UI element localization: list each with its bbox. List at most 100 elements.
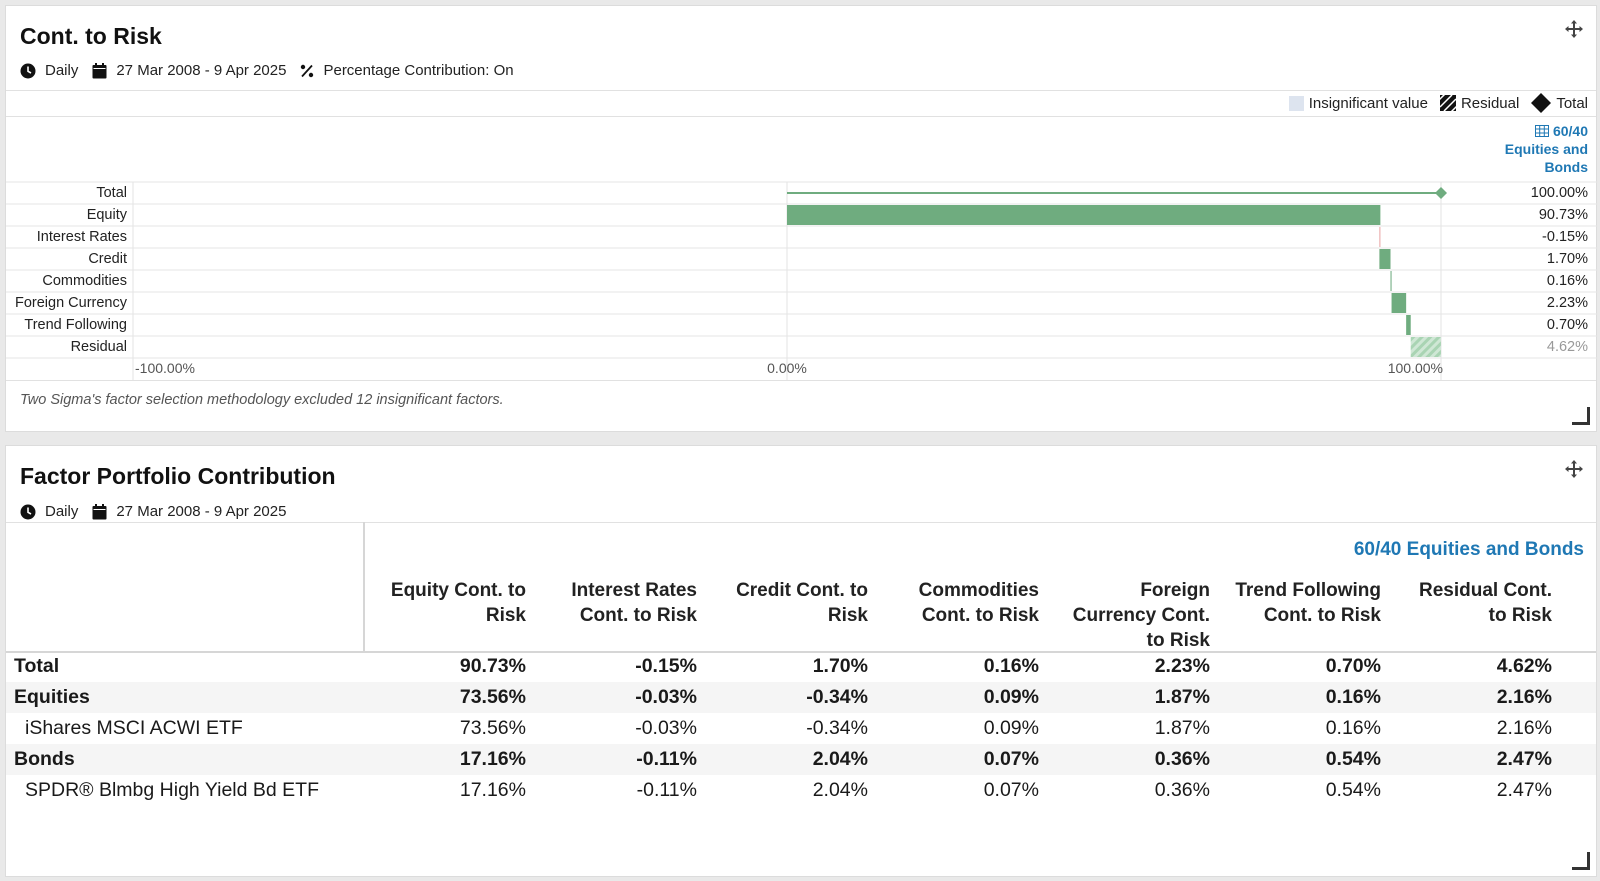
data-label: -0.15% xyxy=(1542,229,1588,245)
column-header[interactable]: Interest Rates Cont. to Risk xyxy=(547,578,697,628)
factor-bar xyxy=(1391,293,1407,313)
resize-handle-icon[interactable] xyxy=(1572,852,1590,870)
table-cell: 2.23% xyxy=(1154,655,1210,677)
move-icon[interactable] xyxy=(1564,19,1584,39)
category-label: Credit xyxy=(88,251,127,267)
divider xyxy=(6,90,1596,91)
column-header-line: Credit Cont. to xyxy=(736,580,868,601)
table-cell: 0.36% xyxy=(1154,748,1210,770)
column-header-line: Trend Following xyxy=(1235,580,1381,601)
table-cell: 1.87% xyxy=(1154,717,1210,739)
column-header-line: Risk xyxy=(485,605,526,626)
category-label: Residual xyxy=(70,339,127,355)
column-header-line: Commodities xyxy=(918,580,1039,601)
table-cell: 2.04% xyxy=(812,748,868,770)
category-label: Total xyxy=(96,185,127,201)
table-cell: 4.62% xyxy=(1496,655,1552,677)
table-cell: 0.16% xyxy=(1325,686,1381,708)
legend-total-label: Total xyxy=(1556,94,1588,112)
table-cell: -0.03% xyxy=(635,686,697,708)
percent-icon xyxy=(301,64,314,77)
category-label: Foreign Currency xyxy=(14,295,127,311)
insignificant-swatch-icon xyxy=(1288,95,1304,111)
table-cell: 17.16% xyxy=(459,748,526,770)
panel-meta: Daily 27 Mar 2008 - 9 Apr 2025 Percentag… xyxy=(20,62,528,79)
table-cell: -0.34% xyxy=(806,717,868,739)
legend-insignificant-label: Insignificant value xyxy=(1308,94,1428,112)
table-cell: -0.15% xyxy=(635,655,697,677)
date-range-label: 27 Mar 2008 - 9 Apr 2025 xyxy=(116,62,287,79)
table-row[interactable]: Equities 73.56% -0.03% -0.34% 0.09% 1.87% 0.16… xyxy=(6,682,1596,713)
table-row[interactable]: SPDR® Blmbg High Yield Bd ETF 17.16% -0.11… xyxy=(6,775,1596,806)
row-label: Total xyxy=(14,655,60,677)
table-row[interactable]: Bonds 17.16% -0.11% 2.04% 0.07% 0.36% 0.54% 2.4… xyxy=(6,744,1596,775)
column-header-line: to Risk xyxy=(1146,630,1210,651)
table-icon xyxy=(1535,125,1550,137)
table-cell: 73.56% xyxy=(459,686,526,708)
category-label: Interest Rates xyxy=(36,229,127,245)
data-label: 4.62% xyxy=(1546,339,1588,355)
clock-icon xyxy=(20,504,36,519)
total-diamond-icon xyxy=(1531,93,1552,113)
column-header-line: Interest Rates xyxy=(571,580,697,601)
panel-meta: Daily 27 Mar 2008 - 9 Apr 2025 xyxy=(20,503,300,520)
table-cell: 2.04% xyxy=(812,779,868,801)
legend-insignificant[interactable]: Insignificant value xyxy=(1288,94,1428,112)
footnote: Two Sigma's factor selection methodology… xyxy=(20,392,504,408)
resize-handle-icon[interactable] xyxy=(1572,407,1590,425)
residual-hatch-icon xyxy=(1439,95,1456,111)
cont-to-risk-panel: Cont. to Risk Daily 27 Mar 2008 - 9 Apr … xyxy=(5,5,1598,432)
table-cell: -0.11% xyxy=(636,748,697,770)
data-label: 1.70% xyxy=(1546,251,1588,267)
total-diamond xyxy=(1435,187,1447,199)
residual-bar xyxy=(1410,337,1441,357)
factor-bar xyxy=(1379,249,1391,269)
table-cell: 0.36% xyxy=(1154,779,1210,801)
data-label: 2.23% xyxy=(1546,295,1588,311)
date-range-setting[interactable]: 27 Mar 2008 - 9 Apr 2025 xyxy=(92,62,286,79)
column-header[interactable]: Credit Cont. to Risk xyxy=(718,578,868,628)
data-label: 100.00% xyxy=(1530,185,1588,201)
table-cell: 2.47% xyxy=(1496,779,1552,801)
legend-total[interactable]: Total xyxy=(1531,93,1588,113)
legend-residual[interactable]: Residual xyxy=(1439,95,1519,112)
column-header[interactable]: 60/40 Equities and Bonds xyxy=(1478,122,1588,176)
table-group-header[interactable]: 60/40 Equities and Bonds xyxy=(1353,539,1584,560)
column-separator xyxy=(363,522,365,652)
column-header[interactable]: Equity Cont. to Risk xyxy=(376,578,526,628)
header-divider xyxy=(6,651,1596,653)
frequency-label: Daily xyxy=(45,62,79,79)
move-icon[interactable] xyxy=(1564,459,1584,479)
table-cell: 0.54% xyxy=(1325,779,1381,801)
date-range-label: 27 Mar 2008 - 9 Apr 2025 xyxy=(116,503,287,520)
divider xyxy=(6,116,1596,117)
column-header-line: Cont. to Risk xyxy=(579,605,697,626)
table-row[interactable]: Total 90.73% -0.15% 1.70% 0.16% 2.23% 0.70% 4.6… xyxy=(6,651,1596,682)
chart-legend: Insignificant value Residual Total xyxy=(1277,93,1588,113)
data-label: 0.16% xyxy=(1546,273,1588,289)
data-label: 90.73% xyxy=(1538,207,1588,223)
table-cell: 1.87% xyxy=(1154,686,1210,708)
factor-bar xyxy=(1406,315,1411,335)
column-header[interactable]: Commodities Cont. to Risk xyxy=(889,578,1039,628)
frequency-setting[interactable]: Daily xyxy=(20,503,78,520)
table-cell: 0.54% xyxy=(1325,748,1381,770)
date-range-setting[interactable]: 27 Mar 2008 - 9 Apr 2025 xyxy=(92,503,286,520)
table-cell: 0.07% xyxy=(983,748,1039,770)
column-header[interactable]: Residual Cont. to Risk xyxy=(1402,578,1552,628)
column-header[interactable]: Trend Following Cont. to Risk xyxy=(1231,578,1381,628)
frequency-setting[interactable]: Daily xyxy=(20,62,78,79)
factor-bar xyxy=(787,205,1381,225)
clock-icon xyxy=(20,63,36,78)
table-cell: 0.16% xyxy=(1325,717,1381,739)
percentage-contribution-setting[interactable]: Percentage Contribution: On xyxy=(300,62,514,79)
table-cell: -0.03% xyxy=(635,717,697,739)
table-cell: 2.47% xyxy=(1496,748,1552,770)
row-label: Equities xyxy=(14,686,90,708)
panel-title: Factor Portfolio Contribution xyxy=(20,463,336,489)
x-tick-label: -100.00% xyxy=(135,360,195,376)
divider xyxy=(6,380,1596,381)
table-row[interactable]: iShares MSCI ACWI ETF 73.56% -0.03% -0.34% 0… xyxy=(6,713,1596,744)
column-header[interactable]: Foreign Currency Cont. to Risk xyxy=(1060,578,1210,653)
table-cell: 1.70% xyxy=(812,655,868,677)
